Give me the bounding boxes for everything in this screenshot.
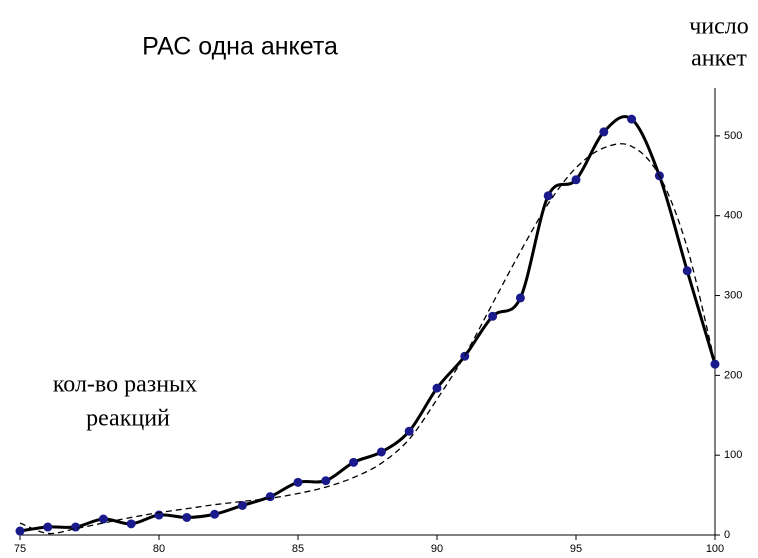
x-tick-label: 100 — [706, 543, 724, 555]
y-tick-label: 500 — [724, 130, 742, 142]
y-tick-label: 100 — [724, 449, 742, 461]
y-tick-label: 400 — [724, 210, 742, 222]
data-point — [627, 114, 637, 124]
data-line — [19, 115, 717, 533]
data-point — [349, 457, 359, 467]
y-tick-label: 300 — [724, 289, 742, 301]
x-tick-label: 75 — [14, 543, 26, 555]
data-point — [710, 359, 720, 369]
x-tick-label: 95 — [570, 543, 582, 555]
data-point — [71, 522, 81, 532]
data-point — [237, 500, 247, 510]
x-axis-label: реакций — [86, 406, 170, 432]
x-axis-label: кол-во разных — [53, 372, 197, 398]
fit-line — [19, 143, 716, 535]
chart-title: РАС одна анкета — [142, 33, 338, 61]
data-point — [682, 266, 692, 276]
data-point — [15, 526, 25, 536]
data-point — [571, 175, 581, 185]
x-tick-label: 90 — [431, 543, 443, 555]
data-point — [293, 477, 303, 487]
y-tick-label: 200 — [724, 369, 742, 381]
data-point — [515, 293, 525, 303]
data-point — [43, 522, 53, 532]
y-tick-label: 0 — [724, 529, 730, 541]
data-point — [321, 476, 331, 486]
data-point — [404, 426, 414, 436]
data-point — [488, 311, 498, 321]
data-point — [543, 191, 553, 201]
x-tick-label: 85 — [292, 543, 304, 555]
data-point — [98, 514, 108, 524]
data-point — [182, 512, 192, 522]
x-tick-label: 80 — [153, 543, 165, 555]
data-point — [599, 127, 609, 137]
data-point — [154, 510, 164, 520]
y-axis-label: анкет — [691, 46, 747, 72]
y-axis-label: число — [689, 14, 749, 40]
data-point — [265, 492, 275, 502]
data-point — [460, 351, 470, 361]
data-point — [210, 509, 220, 519]
data-point — [376, 447, 386, 457]
data-point — [432, 383, 442, 393]
data-point — [126, 519, 136, 529]
